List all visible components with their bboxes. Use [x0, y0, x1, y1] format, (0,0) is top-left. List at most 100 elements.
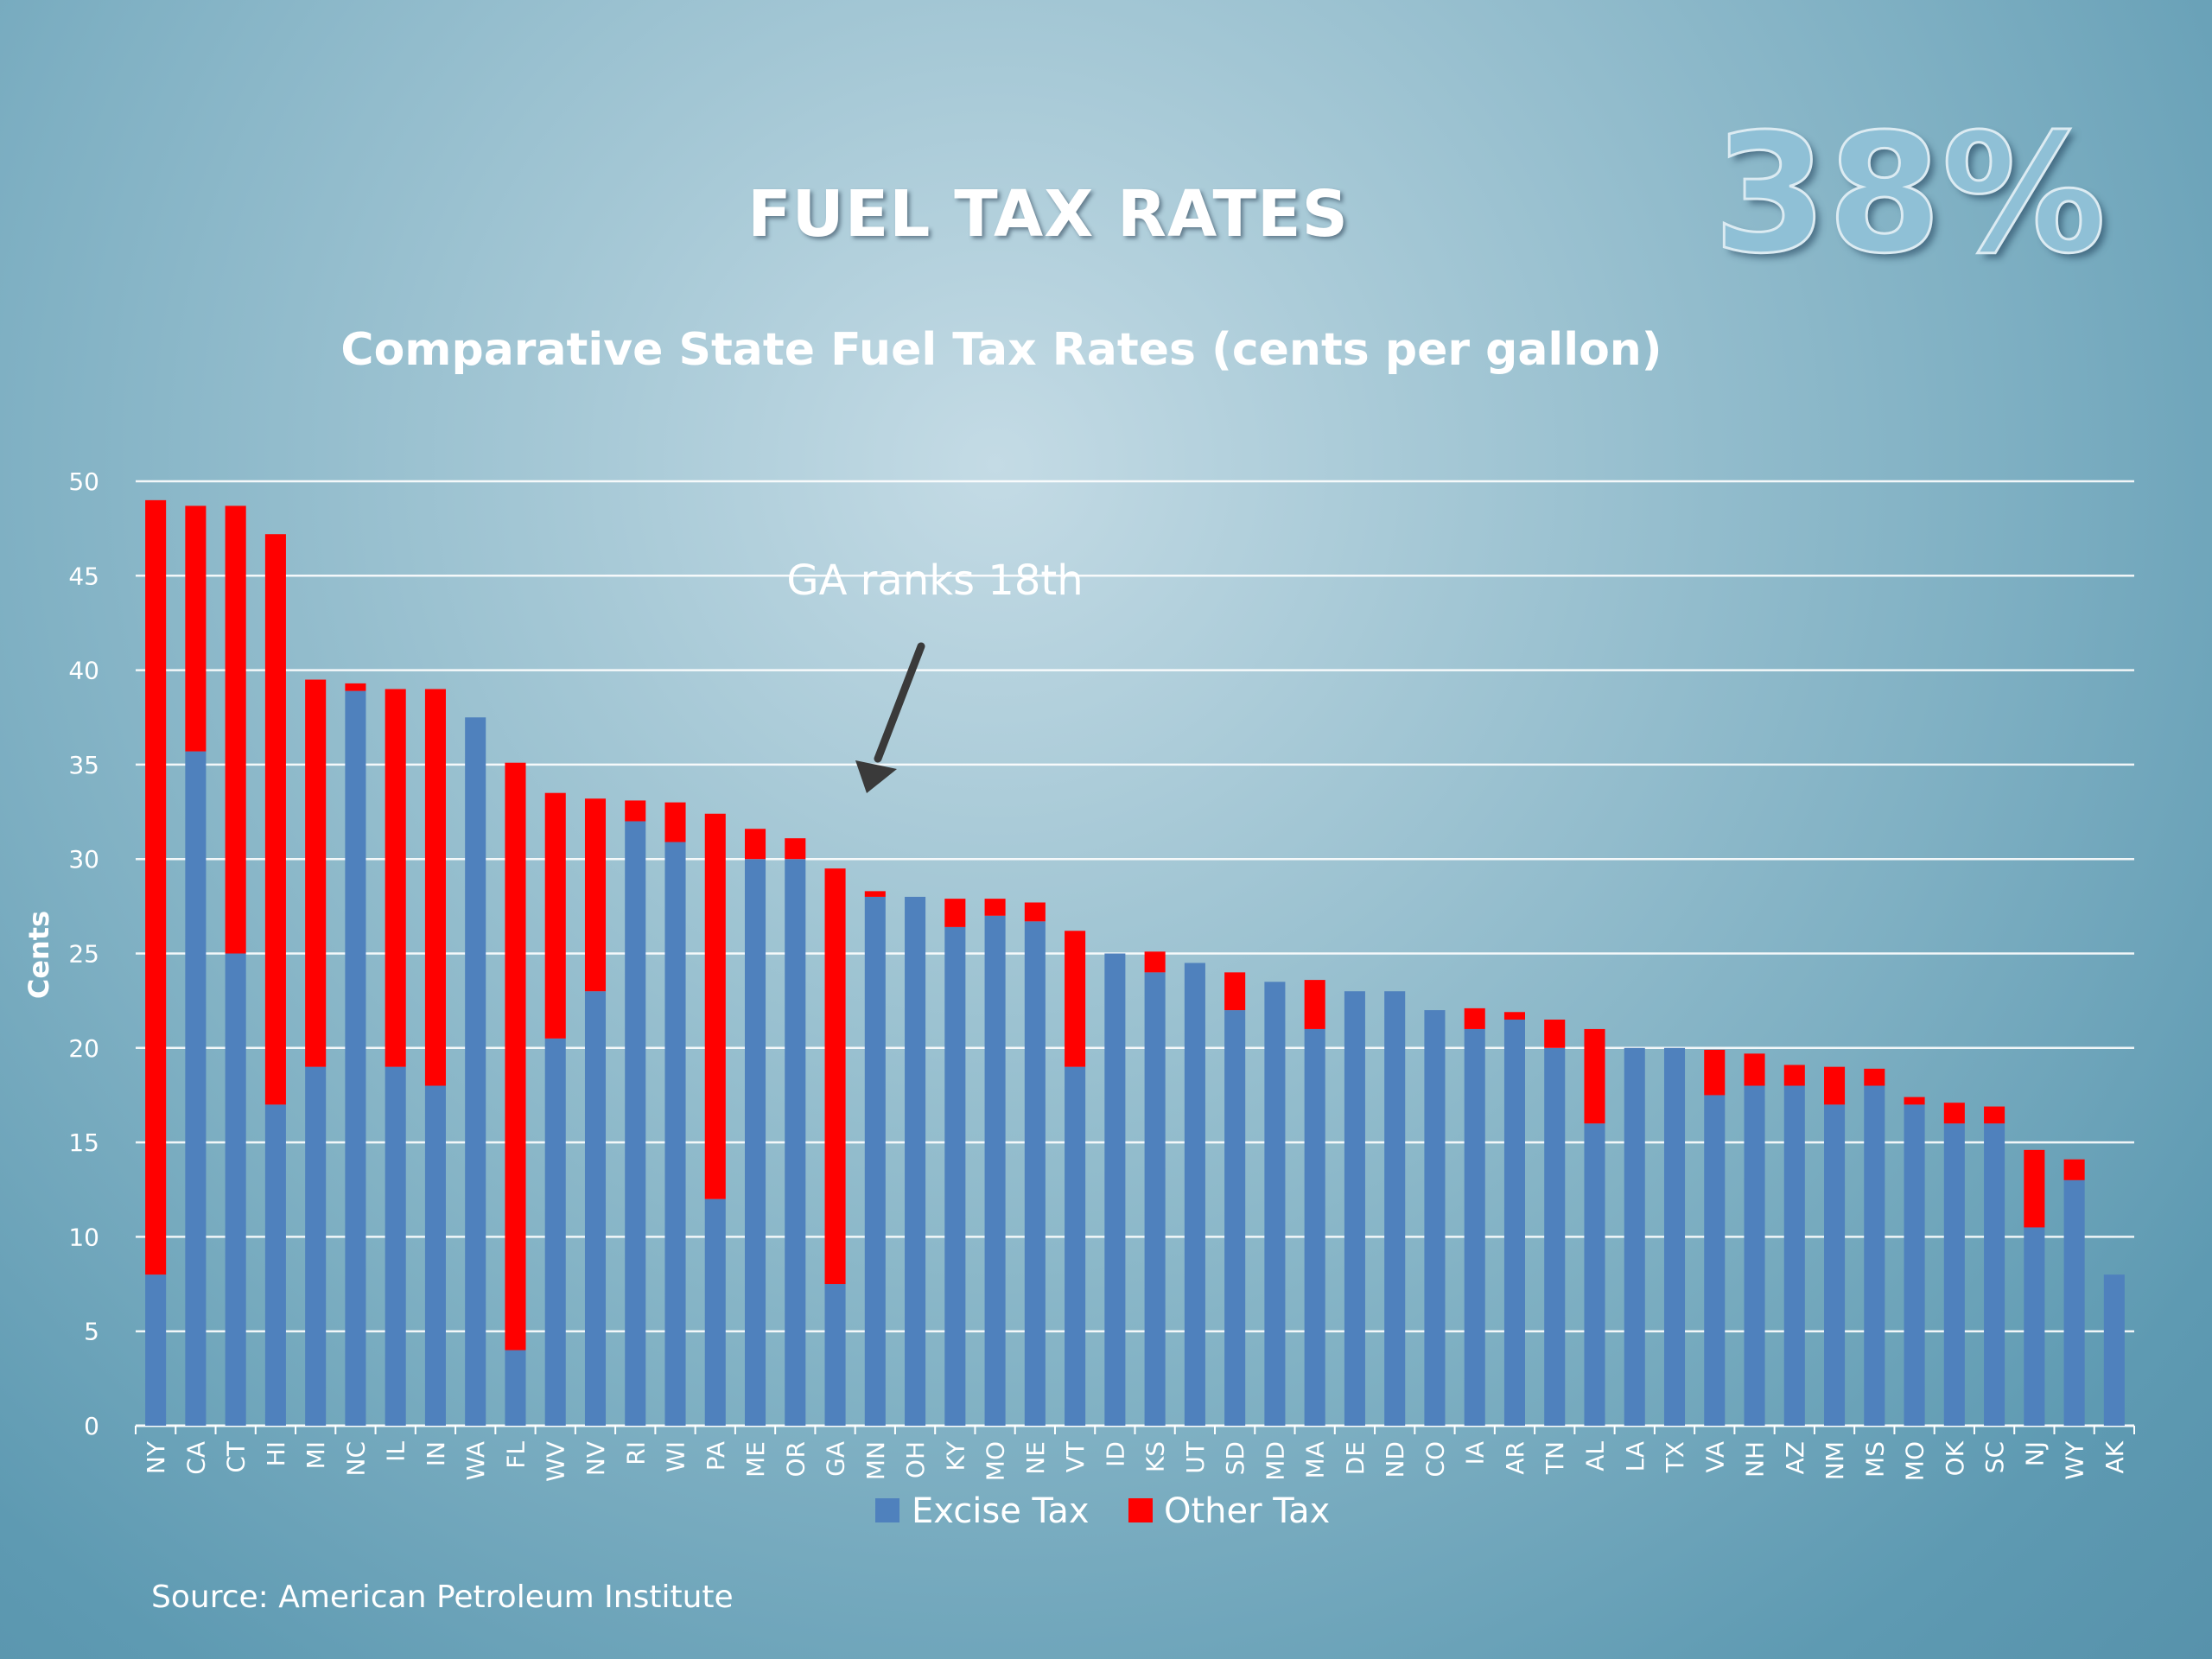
x-tick-label: NH [1741, 1441, 1770, 1478]
bar-other-tax [1783, 1065, 1805, 1086]
y-tick-label: 0 [84, 1412, 99, 1440]
x-tick-label: OH [901, 1441, 930, 1478]
x-tick-label: DE [1341, 1441, 1370, 1475]
bar-excise-tax [625, 821, 646, 1426]
bar-other-tax [864, 891, 886, 897]
bar-other-tax [424, 689, 446, 1086]
bar-excise-tax [264, 1104, 286, 1426]
x-tick-label: MD [1261, 1441, 1289, 1481]
bar-other-tax [225, 505, 246, 954]
bar-other-tax [1704, 1049, 1726, 1096]
bar-other-tax [664, 802, 686, 842]
bar-other-tax [185, 505, 207, 752]
y-tick-label: 40 [68, 657, 99, 685]
x-tick-label: WA [461, 1441, 490, 1480]
bar-other-tax [385, 689, 406, 1067]
x-tick-label: RI [621, 1441, 650, 1465]
bar-other-tax [1824, 1066, 1846, 1105]
x-tick-label: VT [1061, 1440, 1090, 1472]
y-tick-label: 10 [68, 1223, 99, 1251]
bar-other-tax [1943, 1103, 1965, 1124]
x-tick-label: CT [222, 1440, 251, 1473]
bar-excise-tax [1704, 1095, 1726, 1426]
x-tick-label: IA [1461, 1441, 1490, 1465]
bar-other-tax [345, 683, 366, 691]
bar-other-tax [264, 534, 286, 1105]
x-tick-label: MI [302, 1441, 330, 1469]
x-tick-label: CO [1421, 1441, 1449, 1478]
bar-excise-tax [305, 1066, 327, 1426]
x-tick-label: NE [1021, 1441, 1050, 1475]
bar-excise-tax [1344, 991, 1365, 1426]
bar-excise-tax [664, 842, 686, 1426]
x-tick-label: NJ [2020, 1441, 2049, 1466]
x-tick-label: MS [1860, 1441, 1889, 1478]
bar-other-tax [2024, 1149, 2045, 1228]
bar-other-tax [505, 762, 526, 1351]
y-tick-label: 20 [68, 1034, 99, 1063]
x-tick-label: SC [1980, 1441, 2009, 1473]
bar-other-tax [1584, 1028, 1605, 1124]
bar-other-tax [1304, 980, 1325, 1029]
bar-excise-tax [505, 1350, 526, 1426]
y-axis-label: Cents [22, 911, 55, 999]
y-tick-label: 30 [68, 845, 99, 874]
bar-other-tax [544, 792, 566, 1039]
x-tick-label: GA [822, 1441, 850, 1477]
bar-excise-tax [1943, 1123, 1965, 1426]
x-tick-label: UT [1181, 1440, 1210, 1473]
chart-title: Comparative State Fuel Tax Rates (cents … [340, 324, 1662, 376]
legend-swatch-excise-tax [875, 1498, 899, 1522]
x-tick-label: MN [861, 1441, 890, 1480]
bar-other-tax [785, 838, 806, 860]
x-tick-label: WI [662, 1441, 690, 1472]
x-tick-label: NV [582, 1441, 610, 1476]
legend-label-other-tax: Other Tax [1164, 1491, 1330, 1531]
bar-excise-tax [225, 953, 246, 1426]
bar-excise-tax [944, 926, 966, 1426]
bar-excise-tax [1384, 991, 1406, 1426]
bar-excise-tax [984, 915, 1006, 1426]
x-tick-label: OK [1941, 1440, 1969, 1476]
bar-excise-tax [385, 1066, 406, 1426]
y-tick-label: 15 [68, 1128, 99, 1157]
bar-other-tax [984, 899, 1006, 916]
bar-excise-tax [824, 1284, 846, 1426]
bar-excise-tax [345, 690, 366, 1426]
bar-excise-tax [2063, 1179, 2085, 1426]
bar-excise-tax [745, 859, 766, 1426]
x-tick-label: NM [1821, 1441, 1849, 1480]
x-tick-label: IN [422, 1441, 450, 1466]
x-tick-label: AL [1580, 1441, 1609, 1471]
bar-excise-tax [1065, 1066, 1086, 1426]
x-tick-label: MO [982, 1441, 1010, 1481]
percent-highlight: 38% [1712, 99, 2107, 289]
source-note: Source: American Petroleum Institute [151, 1580, 734, 1615]
bar-other-tax [824, 868, 846, 1285]
bar-other-tax [625, 800, 646, 822]
bar-excise-tax [1024, 921, 1046, 1426]
x-tick-label: FL [501, 1441, 530, 1469]
bar-other-tax [584, 798, 607, 992]
bar-other-tax [1544, 1020, 1566, 1048]
bar-excise-tax [704, 1198, 726, 1426]
bar-excise-tax [1264, 982, 1286, 1426]
annotation-arrow-head [855, 760, 897, 793]
bar-other-tax [1904, 1096, 1925, 1105]
bar-excise-tax [1104, 953, 1126, 1426]
x-tick-label: ID [1101, 1441, 1129, 1467]
bar-excise-tax [1184, 963, 1205, 1426]
x-tick-label: LA [1621, 1441, 1649, 1471]
x-tick-label: CA [181, 1441, 210, 1475]
bar-excise-tax [1663, 1047, 1686, 1426]
x-tick-label: NC [341, 1441, 370, 1477]
bar-other-tax [1144, 951, 1166, 973]
y-tick-label: 50 [68, 467, 99, 496]
bar-excise-tax [1984, 1123, 2005, 1426]
bar-excise-tax [864, 896, 886, 1426]
bar-other-tax [1864, 1068, 1885, 1086]
bar-other-tax [145, 499, 167, 1275]
annotation-text: GA ranks 18th [786, 556, 1083, 605]
x-tick-label: AZ [1781, 1441, 1809, 1474]
